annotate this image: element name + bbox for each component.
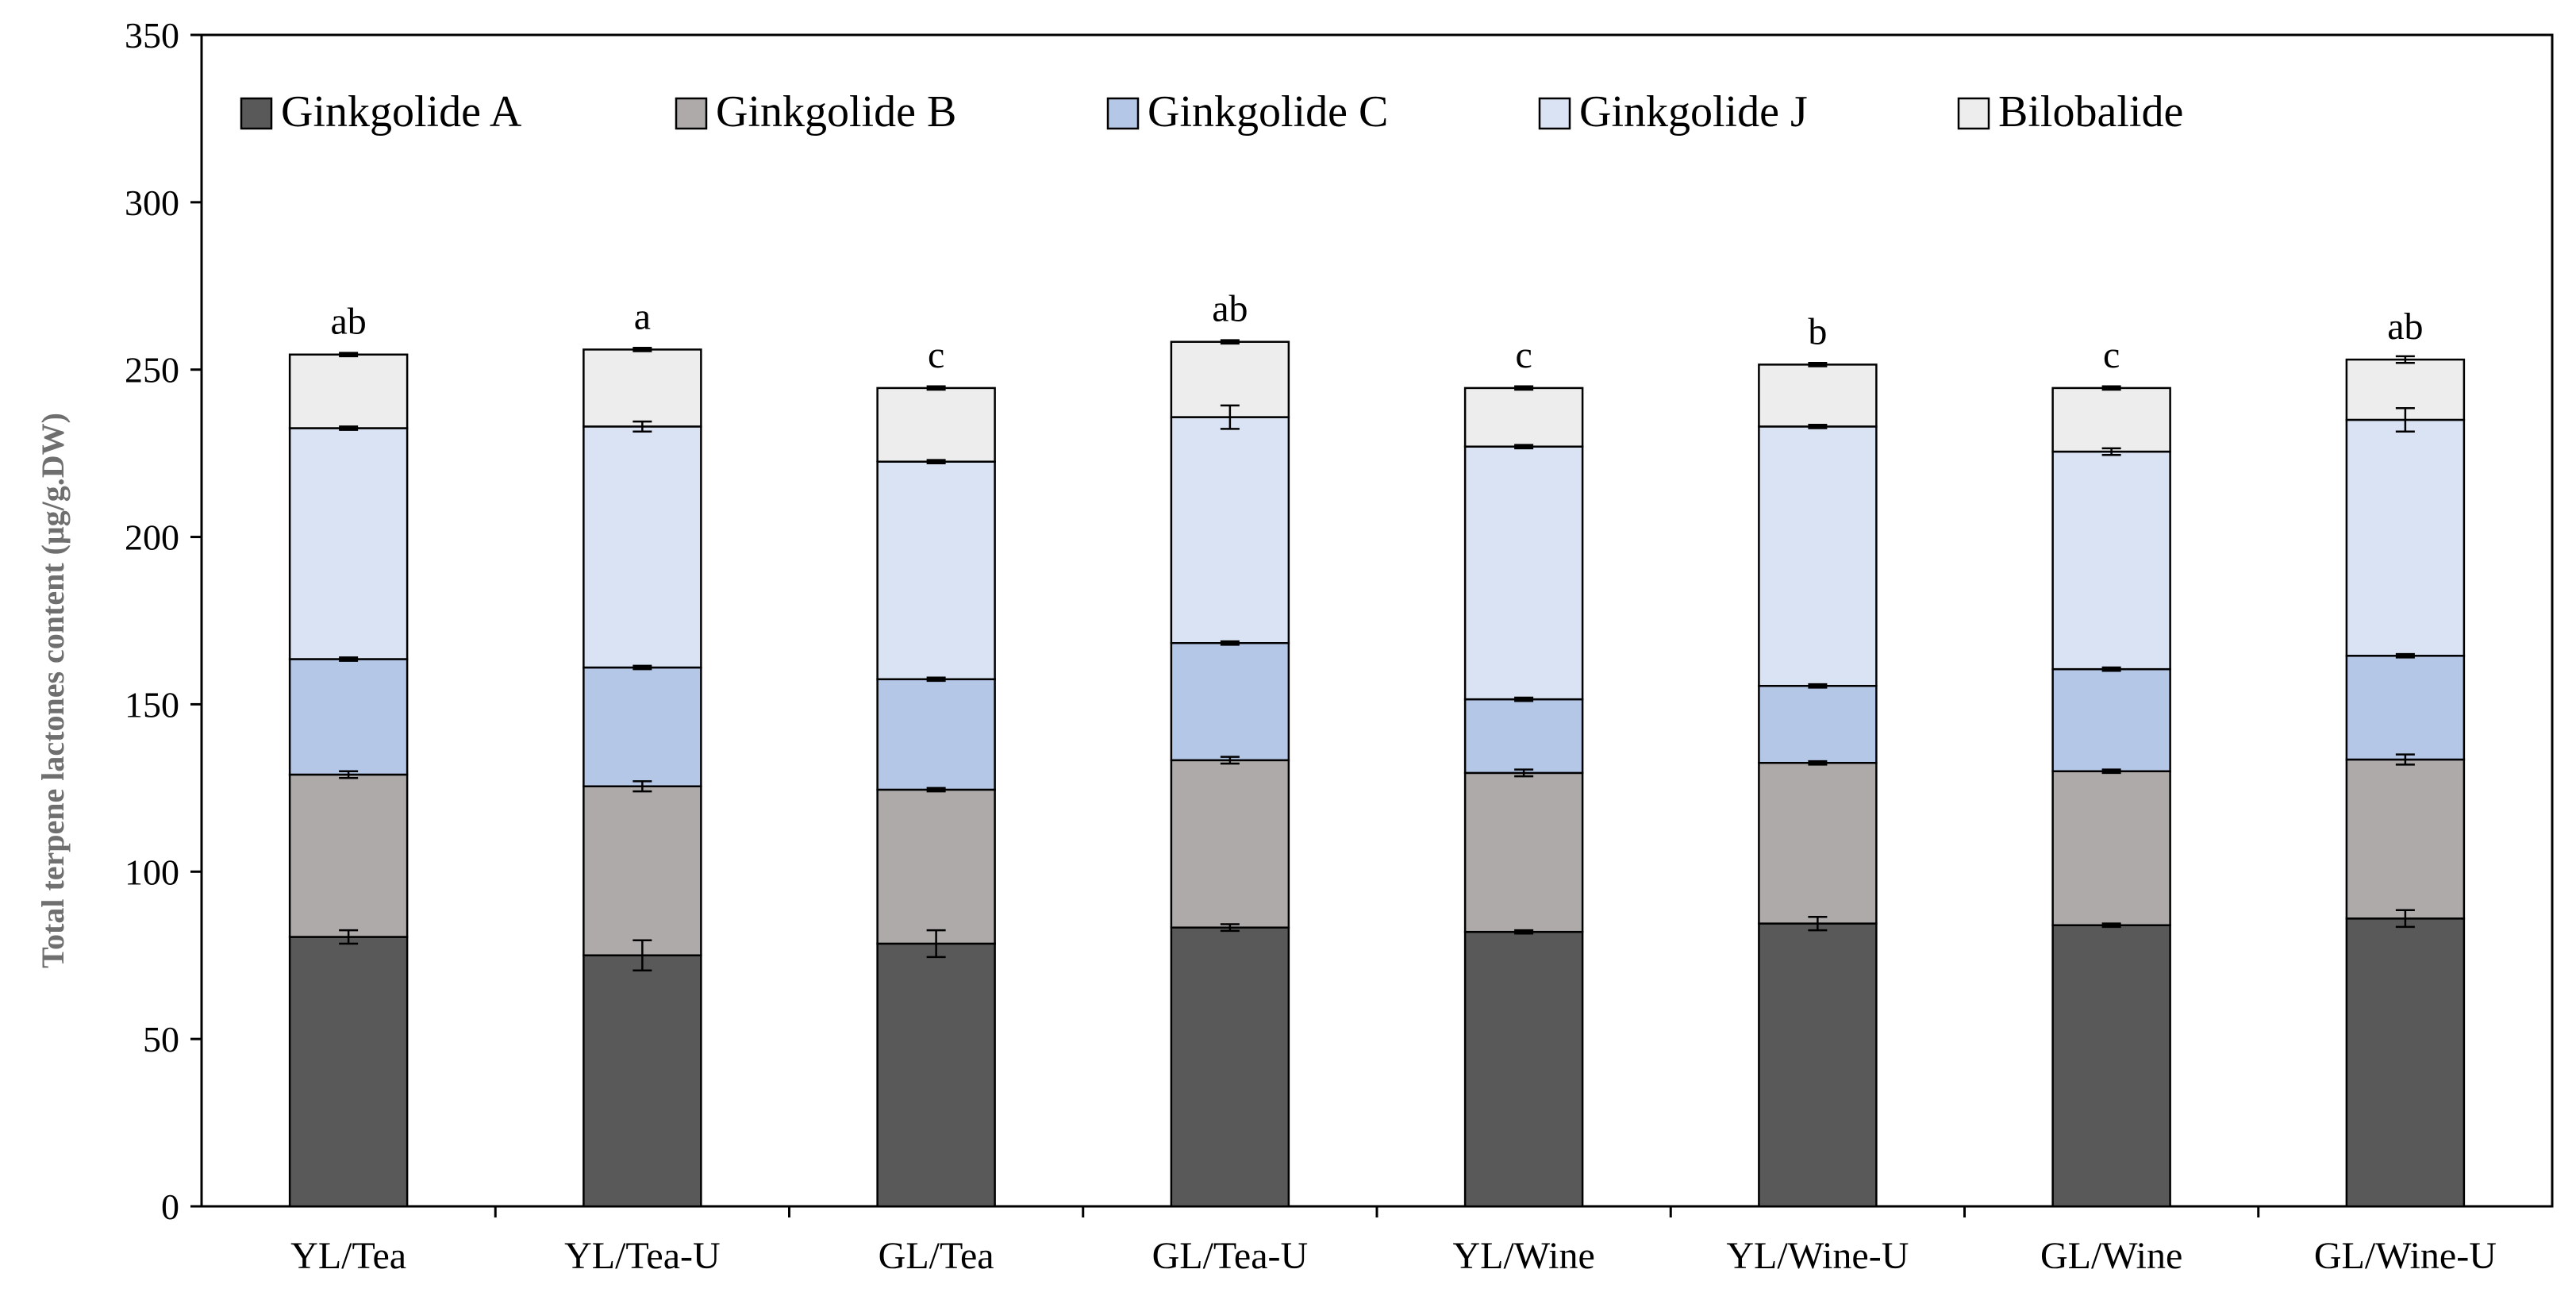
- bar-segment-bilobalide: [1463, 387, 1584, 448]
- significance-letter: b: [1808, 310, 1827, 352]
- bar-segment-ginkgolide-a: [2051, 924, 2171, 1208]
- bar-segment-ginkgolide-b: [2345, 758, 2466, 920]
- bar-segment-ginkgolide-j: [582, 425, 702, 669]
- bar-segment-ginkgolide-j: [1170, 416, 1290, 644]
- bar-segment-ginkgolide-c: [1170, 642, 1290, 762]
- legend-label: Ginkgolide B: [716, 87, 956, 137]
- y-tick-label: 300: [125, 183, 179, 223]
- legend-label: Ginkgolide C: [1148, 87, 1388, 137]
- y-tick-label: 150: [125, 684, 179, 725]
- bar-segment-ginkgolide-c: [1758, 684, 1878, 764]
- x-tick-label: YL/Wine-U: [1726, 1235, 1909, 1277]
- legend-swatch: [1538, 97, 1571, 130]
- x-tick-label: GL/Tea-U: [1152, 1235, 1309, 1277]
- bar-segment-ginkgolide-a: [876, 942, 996, 1208]
- bar-segment-ginkgolide-c: [288, 658, 409, 776]
- bar-segment-ginkgolide-a: [2345, 917, 2466, 1208]
- bar-segment-ginkgolide-c: [876, 678, 996, 791]
- y-axis: 0 50 100 150 200 250 300 350: [125, 15, 202, 1227]
- legend-swatch: [675, 97, 708, 130]
- bar-segment-ginkgolide-j: [2051, 450, 2171, 671]
- legend-label: Ginkgolide A: [281, 87, 522, 137]
- bar-segment-ginkgolide-j: [876, 460, 996, 681]
- bar-segment-ginkgolide-b: [1758, 761, 1878, 925]
- legend-label: Ginkgolide J: [1579, 87, 1808, 137]
- y-axis-label: Total terpene lactones content (μg/g.DW): [35, 413, 71, 968]
- bar-segment-ginkgolide-a: [1758, 922, 1878, 1208]
- bar-stack: b: [1758, 310, 1878, 1208]
- bar-stack: ab: [288, 301, 409, 1208]
- x-tick-label: GL/Wine-U: [2314, 1235, 2497, 1277]
- legend-label: Bilobalide: [1998, 87, 2183, 137]
- significance-letter: ab: [2387, 306, 2423, 348]
- bar-segment-bilobalide: [1758, 363, 1878, 428]
- bar-segment-ginkgolide-j: [2345, 418, 2466, 657]
- legend-item: Ginkgolide B: [675, 87, 956, 137]
- y-tick-label: 350: [125, 15, 179, 56]
- bar-stack: ab: [1170, 288, 1290, 1208]
- bar-segment-ginkgolide-a: [1170, 926, 1290, 1208]
- bar-segment-ginkgolide-j: [1463, 445, 1584, 701]
- significance-letter: c: [1515, 334, 1532, 376]
- legend-item: Ginkgolide J: [1538, 87, 1808, 137]
- bar-segment-ginkgolide-b: [1463, 771, 1584, 933]
- bar-segment-ginkgolide-b: [2051, 770, 2171, 927]
- legend-swatch: [1106, 97, 1140, 130]
- bar-segment-bilobalide: [288, 353, 409, 429]
- y-tick-label: 250: [125, 350, 179, 390]
- bar-segment-ginkgolide-j: [288, 427, 409, 660]
- bar-segment-bilobalide: [2051, 387, 2171, 453]
- bar-segment-ginkgolide-b: [1170, 759, 1290, 929]
- bar-stack: c: [2051, 334, 2171, 1208]
- bar-segment-ginkgolide-b: [582, 785, 702, 956]
- significance-letter: c: [2103, 334, 2120, 376]
- x-tick-label: YL/Tea-U: [564, 1235, 721, 1277]
- bar-stack: ab: [2345, 306, 2466, 1208]
- significance-letter: ab: [330, 301, 366, 343]
- y-tick-label: 100: [125, 852, 179, 892]
- bar-segment-ginkgolide-c: [582, 666, 702, 787]
- y-tick-label: 0: [161, 1187, 179, 1227]
- y-tick-label: 50: [143, 1019, 179, 1060]
- significance-letter: a: [634, 295, 651, 337]
- x-axis: YL/Tea YL/Tea-U GL/Tea GL/Tea-U YL/Wine YL/Wi…: [290, 1206, 2497, 1277]
- x-tick-label: YL/Wine: [1452, 1235, 1594, 1277]
- legend-item: Ginkgolide C: [1106, 87, 1388, 137]
- legend-item: Bilobalide: [1957, 87, 2183, 137]
- bar-segment-ginkgolide-c: [2051, 667, 2171, 773]
- legend-item: Ginkgolide A: [240, 87, 522, 137]
- plot-area: [200, 33, 2554, 1208]
- bar-segment-ginkgolide-a: [288, 936, 409, 1208]
- legend-swatch: [240, 97, 273, 130]
- bar-segment-ginkgolide-c: [2345, 655, 2466, 761]
- x-tick-label: YL/Tea: [290, 1235, 406, 1277]
- legend: Ginkgolide A Ginkgolide B Ginkgolide C Gink…: [240, 87, 2183, 137]
- bar-segment-ginkgolide-c: [1463, 698, 1584, 775]
- significance-letter: c: [928, 334, 944, 376]
- significance-letter: ab: [1212, 288, 1248, 330]
- bar-segment-bilobalide: [582, 348, 702, 428]
- legend-swatch: [1957, 97, 1990, 130]
- bar-segment-ginkgolide-a: [582, 954, 702, 1208]
- bar-stack: c: [876, 334, 996, 1208]
- bar-segment-ginkgolide-b: [288, 773, 409, 938]
- bar-segment-ginkgolide-a: [1463, 930, 1584, 1208]
- bar-segment-ginkgolide-j: [1758, 425, 1878, 687]
- bar-segment-ginkgolide-b: [876, 788, 996, 945]
- x-tick-label: GL/Wine: [2040, 1235, 2182, 1277]
- y-tick-label: 200: [125, 517, 179, 558]
- bar-stack: c: [1463, 334, 1584, 1208]
- bar-stack: a: [582, 295, 702, 1208]
- bar-groups: ab a c ab c b c ab: [288, 288, 2466, 1208]
- bar-segment-bilobalide: [876, 387, 996, 463]
- x-tick-label: GL/Tea: [879, 1235, 994, 1277]
